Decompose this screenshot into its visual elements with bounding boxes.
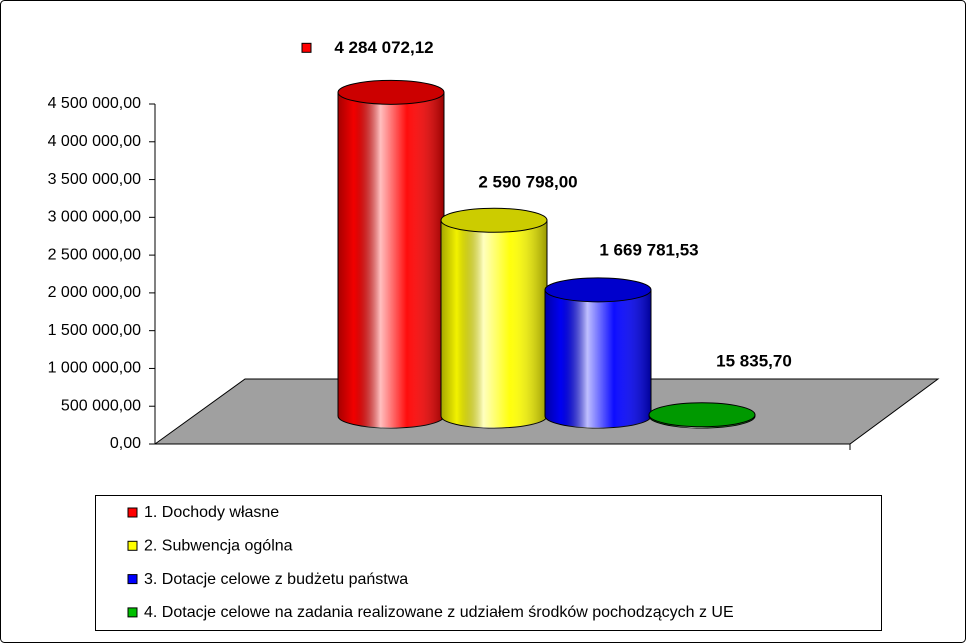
value-label: 2 590 798,00 (478, 173, 577, 192)
y-tick-label: 3 500 000,00 (48, 171, 142, 188)
legend-label: 4. Dotacje celowe na zadania realizowane… (144, 604, 734, 621)
label-key (301, 42, 312, 53)
cylinder-top-shade (545, 277, 651, 302)
y-tick-label: 2 000 000,00 (48, 284, 142, 301)
y-tick-label: 3 000 000,00 (48, 209, 142, 226)
cylinder-top (648, 402, 756, 428)
cylinder-top (440, 207, 548, 233)
y-tick-label: 0,00 (110, 435, 141, 452)
legend-key (127, 574, 138, 585)
y-tick-label: 1 000 000,00 (48, 360, 142, 377)
cylinder (544, 277, 652, 429)
legend-label: 1. Dochody własne (144, 504, 279, 521)
cylinder (440, 207, 548, 429)
cylinder-top (544, 277, 652, 303)
cylinder (337, 79, 445, 429)
cylinder-top-shade (441, 208, 547, 233)
value-label: 1 669 781,53 (599, 240, 698, 259)
legend-label: 2. Subwencja ogólna (144, 538, 293, 555)
y-tick-label: 500 000,00 (61, 397, 141, 414)
legend-key (127, 540, 138, 551)
cylinder-top (337, 79, 445, 105)
legend-label: 3. Dotacje celowe z budżetu państwa (144, 571, 408, 588)
y-tick-label: 2 500 000,00 (48, 246, 142, 263)
cylinder-shine (338, 92, 444, 429)
y-tick-label: 4 500 000,00 (48, 95, 142, 112)
cylinder (648, 402, 756, 429)
legend-key (127, 607, 138, 618)
value-label: 4 284 072,12 (334, 38, 433, 57)
cylinder-shine (441, 220, 547, 428)
value-label: 15 835,70 (716, 351, 792, 370)
cylinder-top-shade (338, 80, 444, 105)
cylinder-top-shade (649, 402, 755, 427)
y-tick-label: 4 000 000,00 (48, 133, 142, 150)
legend-key (127, 507, 138, 518)
y-tick-label: 1 500 000,00 (48, 322, 142, 339)
cylinder-shine (545, 289, 651, 428)
legend-box (95, 495, 882, 631)
